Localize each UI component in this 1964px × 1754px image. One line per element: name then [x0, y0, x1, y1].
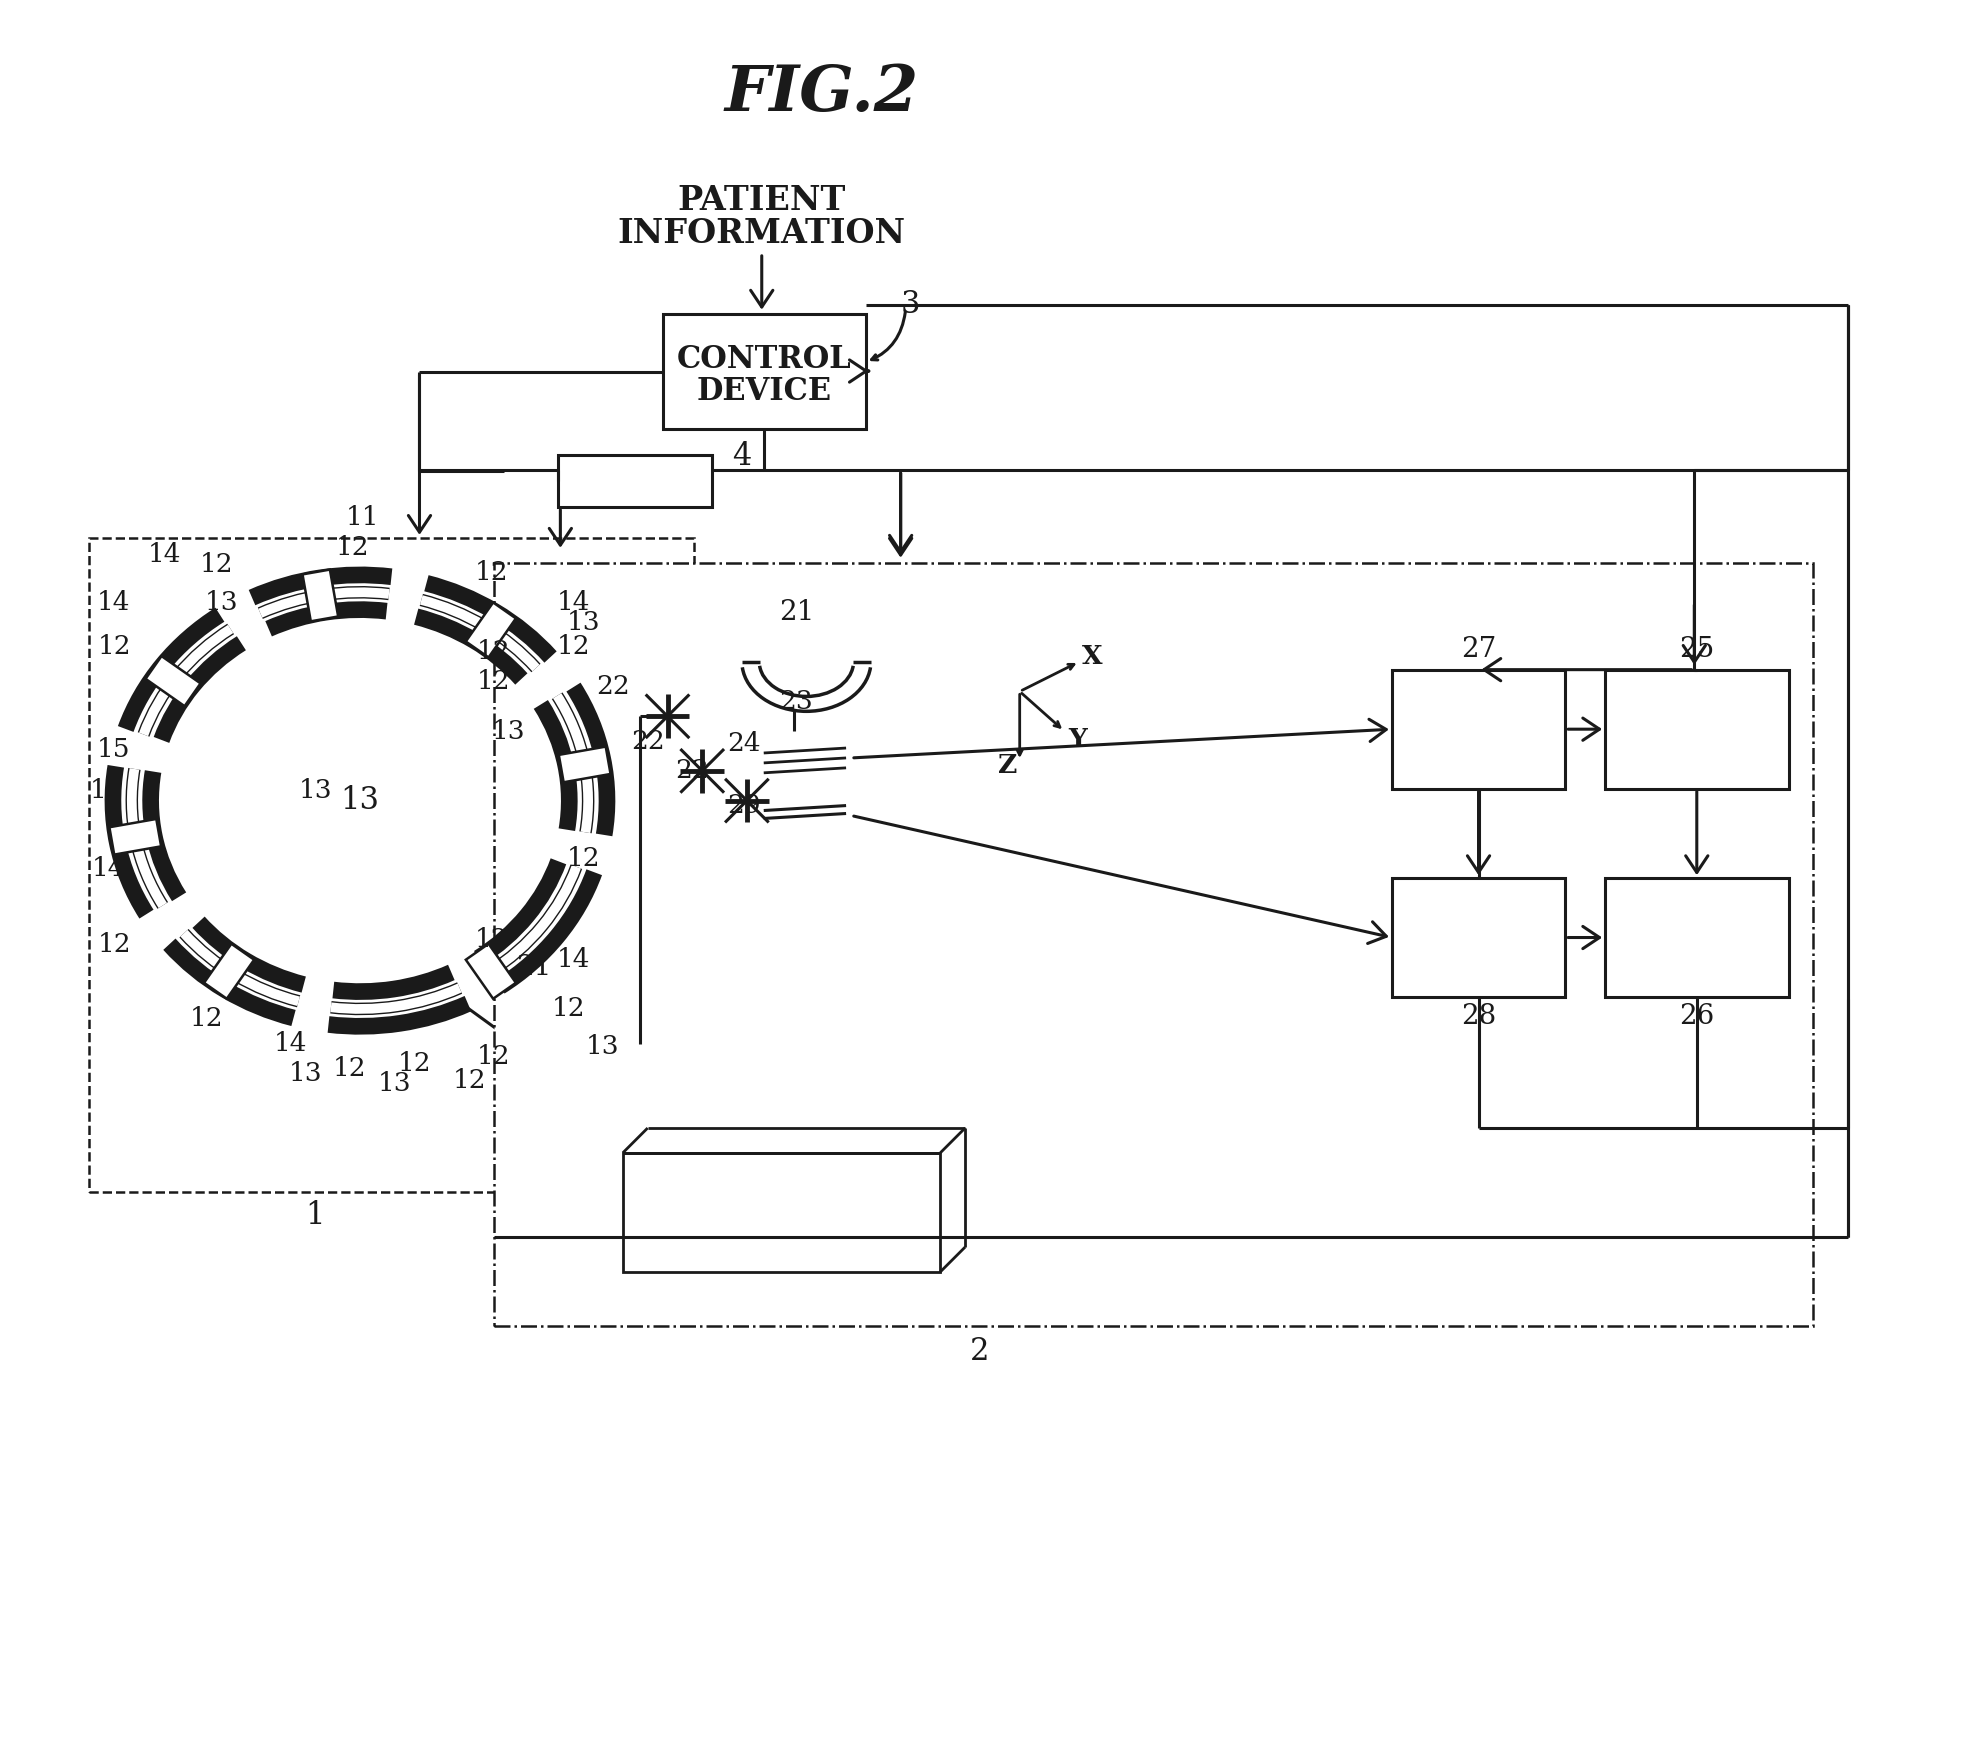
Text: 22: 22	[676, 758, 709, 784]
Text: 1: 1	[306, 1200, 326, 1231]
Text: 12: 12	[336, 535, 369, 560]
Text: 12: 12	[189, 1007, 224, 1031]
Text: 13: 13	[491, 719, 526, 744]
Text: 12: 12	[98, 931, 132, 958]
Text: 14: 14	[147, 542, 181, 567]
Bar	[1605, 670, 1789, 789]
Bar	[623, 1152, 941, 1272]
Bar	[558, 456, 713, 507]
Text: 13: 13	[585, 1035, 621, 1059]
Bar	[465, 602, 517, 658]
Text: 27: 27	[1461, 637, 1497, 663]
Text: 13: 13	[289, 1061, 322, 1086]
Bar	[465, 944, 517, 998]
Bar	[662, 314, 866, 428]
Bar	[88, 538, 695, 1193]
Bar	[560, 747, 611, 782]
Text: INFORMATION: INFORMATION	[619, 217, 905, 249]
Text: 11: 11	[346, 505, 379, 530]
Text: 13: 13	[299, 779, 332, 803]
Text: 13: 13	[377, 1072, 412, 1096]
Text: 12: 12	[477, 668, 511, 695]
Text: 12: 12	[198, 553, 234, 577]
Bar	[145, 656, 200, 707]
Text: 29: 29	[727, 793, 760, 817]
Text: 3: 3	[901, 289, 921, 319]
Text: 12: 12	[399, 1051, 432, 1075]
Text: 24: 24	[727, 731, 760, 756]
Text: 13: 13	[566, 610, 599, 635]
Text: 14: 14	[92, 856, 126, 881]
Text: 28: 28	[1461, 1003, 1497, 1030]
Text: DEVICE: DEVICE	[695, 377, 831, 407]
Bar	[1392, 670, 1565, 789]
Text: 14: 14	[556, 589, 589, 614]
Text: 12: 12	[566, 845, 599, 870]
Text: 12: 12	[552, 996, 585, 1021]
Text: 12: 12	[475, 560, 509, 584]
Text: 12: 12	[452, 1068, 485, 1093]
Text: FIG.2: FIG.2	[725, 63, 919, 125]
Text: 22: 22	[595, 674, 630, 700]
Bar	[302, 570, 338, 621]
Bar	[493, 563, 1813, 1326]
Text: 4: 4	[733, 440, 752, 472]
Text: 13: 13	[340, 786, 379, 816]
Text: 12: 12	[556, 635, 589, 660]
Text: 21: 21	[517, 954, 552, 980]
Text: 12: 12	[334, 1056, 367, 1080]
Text: 13: 13	[204, 589, 238, 614]
Text: 14: 14	[273, 1031, 306, 1056]
Text: 14: 14	[96, 589, 132, 614]
Text: 12: 12	[477, 1044, 511, 1070]
Bar	[1392, 879, 1565, 996]
Text: 15: 15	[96, 737, 132, 761]
Text: CONTROL: CONTROL	[676, 344, 850, 375]
Text: PATIENT: PATIENT	[678, 184, 846, 217]
Text: 23: 23	[780, 689, 813, 714]
Text: 12: 12	[90, 779, 124, 803]
Text: 26: 26	[1679, 1003, 1715, 1030]
Text: 12: 12	[475, 928, 509, 952]
Text: 21: 21	[780, 598, 815, 626]
Text: 14: 14	[556, 947, 589, 972]
Text: Y: Y	[1068, 726, 1086, 752]
Bar	[204, 944, 253, 998]
Bar	[632, 1026, 687, 1061]
Text: X: X	[1082, 644, 1102, 670]
Text: 2: 2	[970, 1337, 990, 1366]
Text: 12: 12	[98, 635, 132, 660]
Bar	[1605, 879, 1789, 996]
Text: 12: 12	[477, 638, 511, 665]
Bar	[110, 819, 161, 854]
Text: 22: 22	[630, 728, 664, 754]
Text: Z: Z	[998, 754, 1017, 779]
Text: 25: 25	[1679, 637, 1715, 663]
